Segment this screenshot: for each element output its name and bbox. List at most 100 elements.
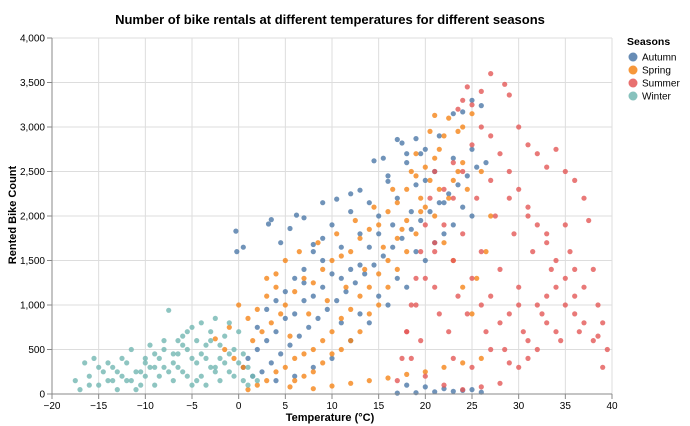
data-point bbox=[413, 275, 419, 281]
data-point bbox=[138, 369, 144, 375]
data-point bbox=[376, 302, 382, 308]
data-point bbox=[553, 146, 559, 152]
data-point bbox=[222, 333, 228, 339]
data-point bbox=[226, 369, 232, 375]
data-point bbox=[320, 284, 326, 290]
data-point bbox=[222, 360, 228, 366]
data-point bbox=[385, 375, 391, 381]
data-point bbox=[474, 195, 480, 201]
data-point bbox=[450, 257, 456, 264]
data-point bbox=[394, 378, 400, 384]
data-point bbox=[474, 164, 480, 170]
data-point bbox=[488, 346, 494, 353]
data-point bbox=[590, 338, 596, 344]
data-point bbox=[436, 133, 442, 139]
data-point bbox=[338, 320, 344, 326]
data-point bbox=[432, 213, 438, 219]
data-point bbox=[175, 351, 181, 357]
data-point bbox=[320, 235, 326, 241]
data-point bbox=[282, 302, 288, 308]
data-point bbox=[450, 388, 456, 394]
data-point bbox=[301, 215, 307, 221]
data-point bbox=[366, 226, 372, 232]
data-point bbox=[469, 364, 475, 370]
data-point bbox=[422, 275, 428, 281]
data-point bbox=[357, 329, 363, 335]
data-point bbox=[282, 315, 288, 321]
data-point bbox=[385, 178, 391, 184]
data-point bbox=[394, 235, 400, 241]
data-point bbox=[544, 320, 550, 326]
data-point bbox=[404, 382, 410, 388]
data-point bbox=[357, 187, 363, 193]
legend-title: Seasons bbox=[627, 36, 670, 48]
data-point bbox=[278, 311, 284, 317]
data-point bbox=[376, 222, 382, 228]
data-point bbox=[385, 302, 391, 308]
data-point bbox=[310, 369, 316, 375]
data-point bbox=[408, 209, 414, 215]
data-point bbox=[464, 186, 470, 192]
data-point bbox=[250, 373, 256, 379]
data-point bbox=[175, 364, 181, 370]
data-point bbox=[366, 311, 372, 317]
y-tick-label: 2,000 bbox=[20, 212, 45, 223]
data-point bbox=[138, 382, 144, 388]
data-point bbox=[432, 168, 438, 175]
data-point bbox=[497, 380, 503, 386]
data-point bbox=[203, 355, 209, 361]
data-point bbox=[189, 355, 195, 361]
data-point bbox=[287, 384, 293, 390]
data-point bbox=[441, 200, 447, 206]
data-point bbox=[422, 146, 428, 152]
data-point bbox=[152, 382, 158, 388]
data-point bbox=[366, 320, 372, 326]
data-point bbox=[460, 97, 466, 103]
data-point bbox=[133, 387, 139, 393]
data-point bbox=[446, 329, 452, 335]
x-tick-label: 40 bbox=[606, 401, 618, 412]
data-point bbox=[86, 382, 92, 388]
data-point bbox=[170, 378, 176, 384]
data-point bbox=[166, 307, 172, 313]
data-point bbox=[194, 360, 200, 366]
data-point bbox=[418, 151, 424, 157]
data-point bbox=[338, 275, 344, 281]
data-point bbox=[427, 128, 433, 134]
data-point bbox=[254, 324, 260, 330]
data-point bbox=[114, 387, 120, 393]
data-point bbox=[455, 168, 461, 175]
data-point bbox=[217, 378, 223, 384]
data-point bbox=[488, 293, 494, 299]
data-point bbox=[483, 329, 489, 335]
data-point bbox=[282, 257, 288, 264]
data-point bbox=[418, 217, 424, 224]
data-point bbox=[208, 338, 214, 344]
data-point bbox=[436, 311, 442, 317]
data-point bbox=[212, 336, 218, 342]
data-point bbox=[208, 329, 214, 335]
legend: Seasons Autumn Spring Summer Winter bbox=[627, 36, 680, 103]
y-tick-label: 500 bbox=[28, 345, 45, 356]
data-point bbox=[464, 311, 470, 317]
data-point bbox=[432, 284, 438, 290]
data-point bbox=[301, 298, 307, 304]
data-point bbox=[310, 346, 316, 353]
data-point bbox=[343, 289, 349, 295]
data-point bbox=[278, 351, 284, 357]
data-point bbox=[376, 213, 382, 219]
data-point bbox=[450, 177, 456, 183]
data-point bbox=[548, 266, 554, 272]
data-point bbox=[469, 275, 475, 281]
data-point bbox=[72, 378, 78, 384]
data-point bbox=[292, 289, 298, 295]
data-point bbox=[595, 302, 601, 308]
x-tick-label: 10 bbox=[326, 401, 338, 412]
data-point bbox=[460, 160, 466, 166]
data-point bbox=[296, 333, 302, 339]
data-point bbox=[338, 253, 344, 259]
data-point bbox=[460, 109, 466, 115]
data-point bbox=[371, 158, 377, 164]
data-point bbox=[254, 346, 260, 353]
data-point bbox=[380, 253, 386, 259]
